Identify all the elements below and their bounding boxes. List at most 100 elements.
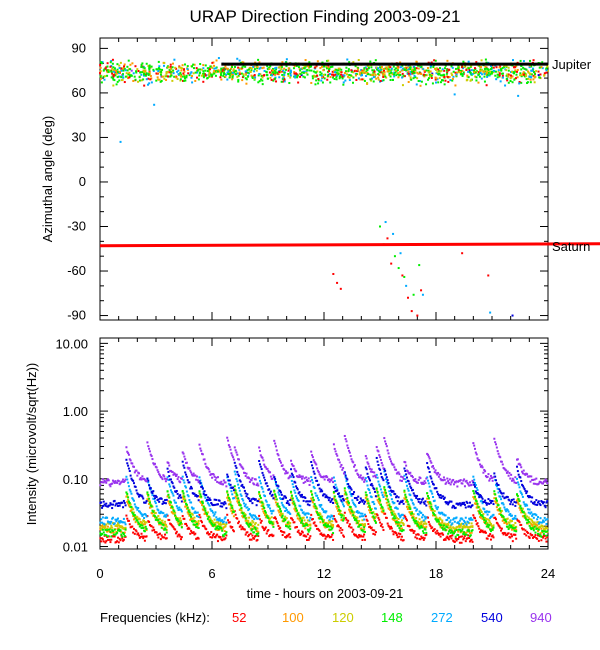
intensity-point xyxy=(251,516,254,519)
intensity-point xyxy=(499,495,502,498)
intensity-point xyxy=(530,500,533,503)
azimuth-band-point xyxy=(253,77,256,80)
intensity-point xyxy=(492,524,495,527)
intensity-point xyxy=(165,537,168,540)
intensity-point xyxy=(332,524,335,527)
intensity-point xyxy=(101,527,104,530)
azimuth-band-point xyxy=(186,65,189,68)
intensity-point xyxy=(316,497,319,500)
intensity-point xyxy=(168,496,171,499)
azimuth-band-point xyxy=(474,67,477,70)
azimuth-band-point xyxy=(274,70,277,73)
intensity-point xyxy=(474,481,477,484)
intensity-point xyxy=(517,473,520,476)
intensity-point xyxy=(311,496,314,499)
intensity-point xyxy=(324,496,327,499)
intensity-point xyxy=(446,501,449,504)
intensity-point xyxy=(271,522,274,525)
azimuth-band-point xyxy=(147,77,150,80)
azimuth-band-point xyxy=(329,66,332,69)
intensity-point xyxy=(299,494,302,497)
intensity-point xyxy=(333,479,336,482)
intensity-point xyxy=(417,521,420,524)
azimuth-band-point xyxy=(379,71,382,74)
azimuth-band-point xyxy=(468,68,471,71)
intensity-point xyxy=(111,530,114,533)
intensity-point xyxy=(191,517,194,520)
azimuth-band-point xyxy=(458,66,461,69)
azimuth-band-point xyxy=(253,68,256,71)
intensity-point xyxy=(206,531,209,534)
azimuth-point xyxy=(461,252,464,255)
azimuth-point xyxy=(457,65,460,68)
intensity-point xyxy=(455,529,458,532)
azimuth-band-point xyxy=(516,76,519,79)
intensity-point xyxy=(293,521,296,524)
intensity-point xyxy=(116,524,119,527)
intensity-point xyxy=(504,508,507,511)
azimuth-band-point xyxy=(160,79,163,82)
azimuth-band-point xyxy=(450,65,453,68)
intensity-point xyxy=(303,519,306,522)
intensity-point xyxy=(220,527,223,530)
intensity-point xyxy=(331,520,334,523)
azimuth-band-point xyxy=(121,73,124,76)
azimuth-band-point xyxy=(397,72,400,75)
azimuth-band-point xyxy=(347,68,350,71)
intensity-point xyxy=(257,530,260,533)
intensity-point xyxy=(536,527,539,530)
azimuth-band-point xyxy=(258,80,261,83)
intensity-point xyxy=(215,516,218,519)
intensity-point xyxy=(346,502,349,505)
intensity-point xyxy=(294,504,297,507)
azimuth-band-point xyxy=(234,73,237,76)
intensity-point xyxy=(243,502,246,505)
intensity-point xyxy=(290,490,293,493)
azimuth-band-point xyxy=(533,73,536,76)
intensity-point xyxy=(153,497,156,500)
intensity-point xyxy=(390,525,393,528)
intensity-point xyxy=(455,516,458,519)
azimuth-band-point xyxy=(207,67,210,70)
intensity-point xyxy=(143,517,146,520)
azimuth-band-point xyxy=(183,75,186,78)
intensity-point xyxy=(152,526,155,529)
intensity-point xyxy=(516,477,519,480)
intensity-point xyxy=(335,505,338,508)
intensity-point xyxy=(526,515,529,518)
intensity-point xyxy=(531,519,534,522)
azimuth-band-point xyxy=(510,70,513,73)
intensity-point xyxy=(386,522,389,525)
intensity-point xyxy=(471,525,474,528)
intensity-point xyxy=(177,497,180,500)
intensity-point xyxy=(164,499,167,502)
intensity-point xyxy=(282,520,285,523)
intensity-point xyxy=(527,535,530,538)
intensity-point xyxy=(258,514,261,517)
intensity-point xyxy=(188,498,191,501)
intensity-point xyxy=(347,500,350,503)
intensity-point xyxy=(384,469,387,472)
intensity-point xyxy=(221,529,224,532)
azimuth-band-point xyxy=(428,73,431,76)
intensity-point xyxy=(326,535,329,538)
azimuth-band-point xyxy=(237,74,240,77)
azimuth-band-point xyxy=(143,84,146,87)
intensity-point xyxy=(363,533,366,536)
intensity-point xyxy=(99,532,102,535)
azimuth-band-point xyxy=(284,68,287,71)
intensity-point xyxy=(189,532,192,535)
azimuth-band-point xyxy=(113,67,116,70)
azimuth-band-point xyxy=(440,79,443,82)
intensity-point xyxy=(317,483,320,486)
intensity-point xyxy=(113,528,116,531)
intensity-point xyxy=(247,535,250,538)
intensity-point xyxy=(145,521,148,524)
azimuth-band-point xyxy=(516,68,519,71)
intensity-point xyxy=(379,485,382,488)
azimuth-point xyxy=(405,284,408,287)
intensity-point xyxy=(321,490,324,493)
azimuth-band-point xyxy=(429,65,432,68)
intensity-point xyxy=(323,534,326,537)
intensity-point xyxy=(407,489,410,492)
